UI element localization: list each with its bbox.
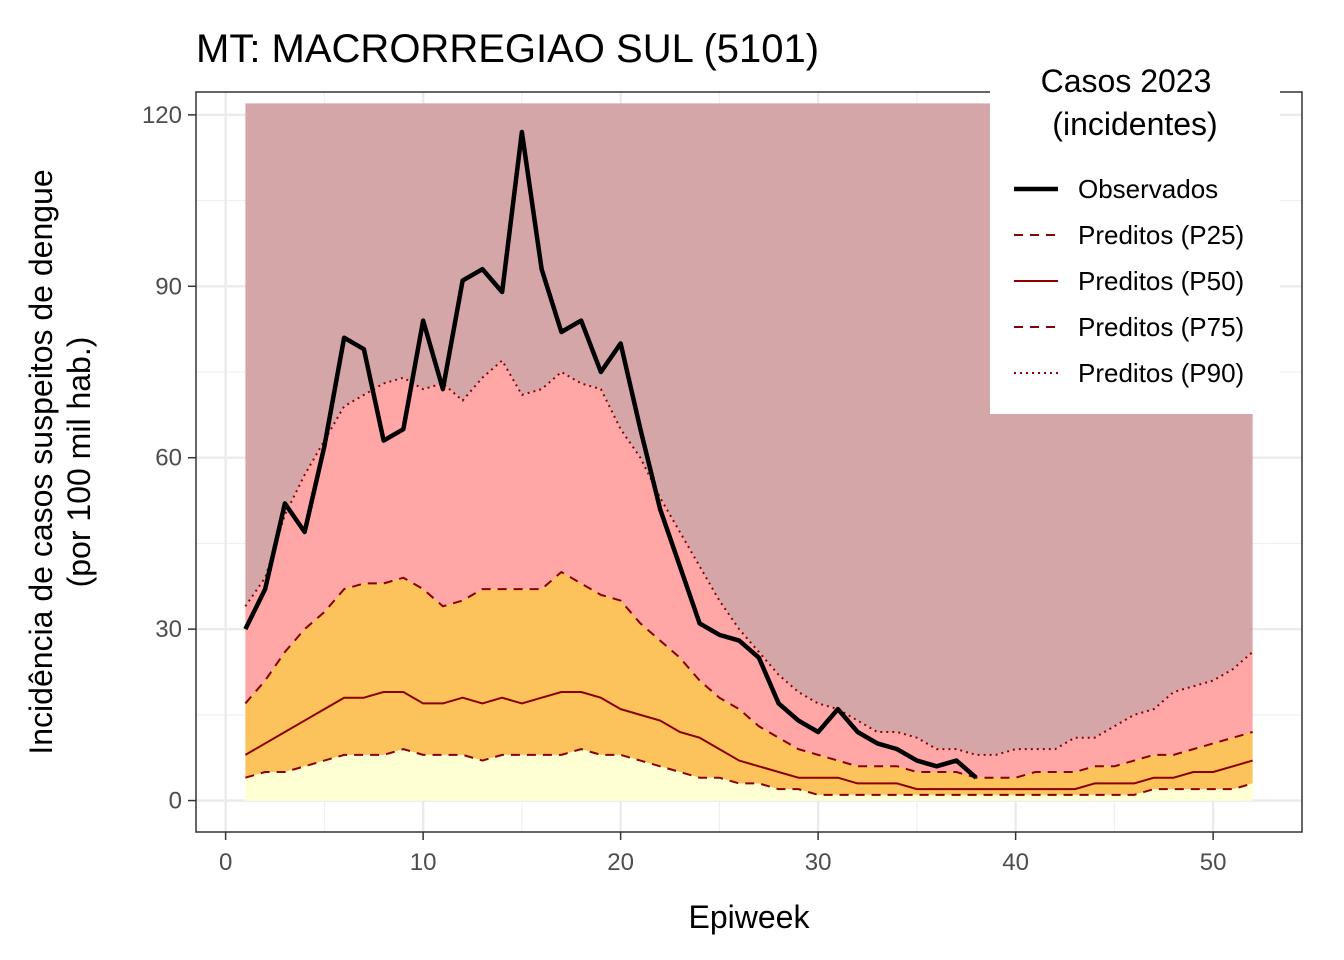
series-line-observados [243,129,978,780]
plot-border [195,91,1303,833]
legend-title-line1: Casos 2023 [1041,63,1212,99]
legend-label-p50: Preditos (P50) [1078,266,1244,296]
x-axis-title: Epiweek [689,899,811,935]
y-axis-title-line2: (por 100 mil hab.) [61,337,97,588]
x-tick-label: 0 [219,849,232,876]
legend: Casos 2023 (incidentes) Observados Predi… [990,52,1280,414]
y-tick-label: 0 [169,788,182,815]
band-below-p25 [245,749,1253,801]
x-tick-label: 40 [1002,849,1029,876]
legend-title-line2: (incidentes) [1052,106,1217,142]
series-line-p25 [245,748,1253,796]
legend-label-observados: Observados [1078,174,1218,204]
series-line-p75 [244,571,1253,779]
band-p25-p75 [245,572,1253,795]
chart-title: MT: MACRORREGIAO SUL (5101) [196,27,819,71]
y-tick-label: 30 [155,616,182,643]
y-tick-label: 120 [142,102,182,129]
y-axis-title-line1: Incidência de casos suspeitos de dengue [23,169,59,754]
band-p75-p90 [245,360,1253,778]
x-tick-label: 10 [410,849,437,876]
series-line-p50 [244,691,1253,791]
x-tick-label: 30 [805,849,832,876]
y-tick-label: 60 [155,445,182,472]
legend-label-p25: Preditos (P25) [1078,220,1244,250]
legend-label-p90: Preditos (P90) [1078,358,1244,388]
y-tick-label: 90 [155,273,182,300]
x-tick-label: 20 [607,849,634,876]
legend-background [990,52,1280,414]
legend-keys [1014,186,1058,374]
legend-label-p75: Preditos (P75) [1078,312,1244,342]
x-tick-label: 50 [1200,849,1227,876]
y-axis: 0 30 60 90 120 [142,102,196,815]
series-lines [243,129,1254,796]
x-axis: 0 10 20 30 40 50 [219,832,1227,876]
